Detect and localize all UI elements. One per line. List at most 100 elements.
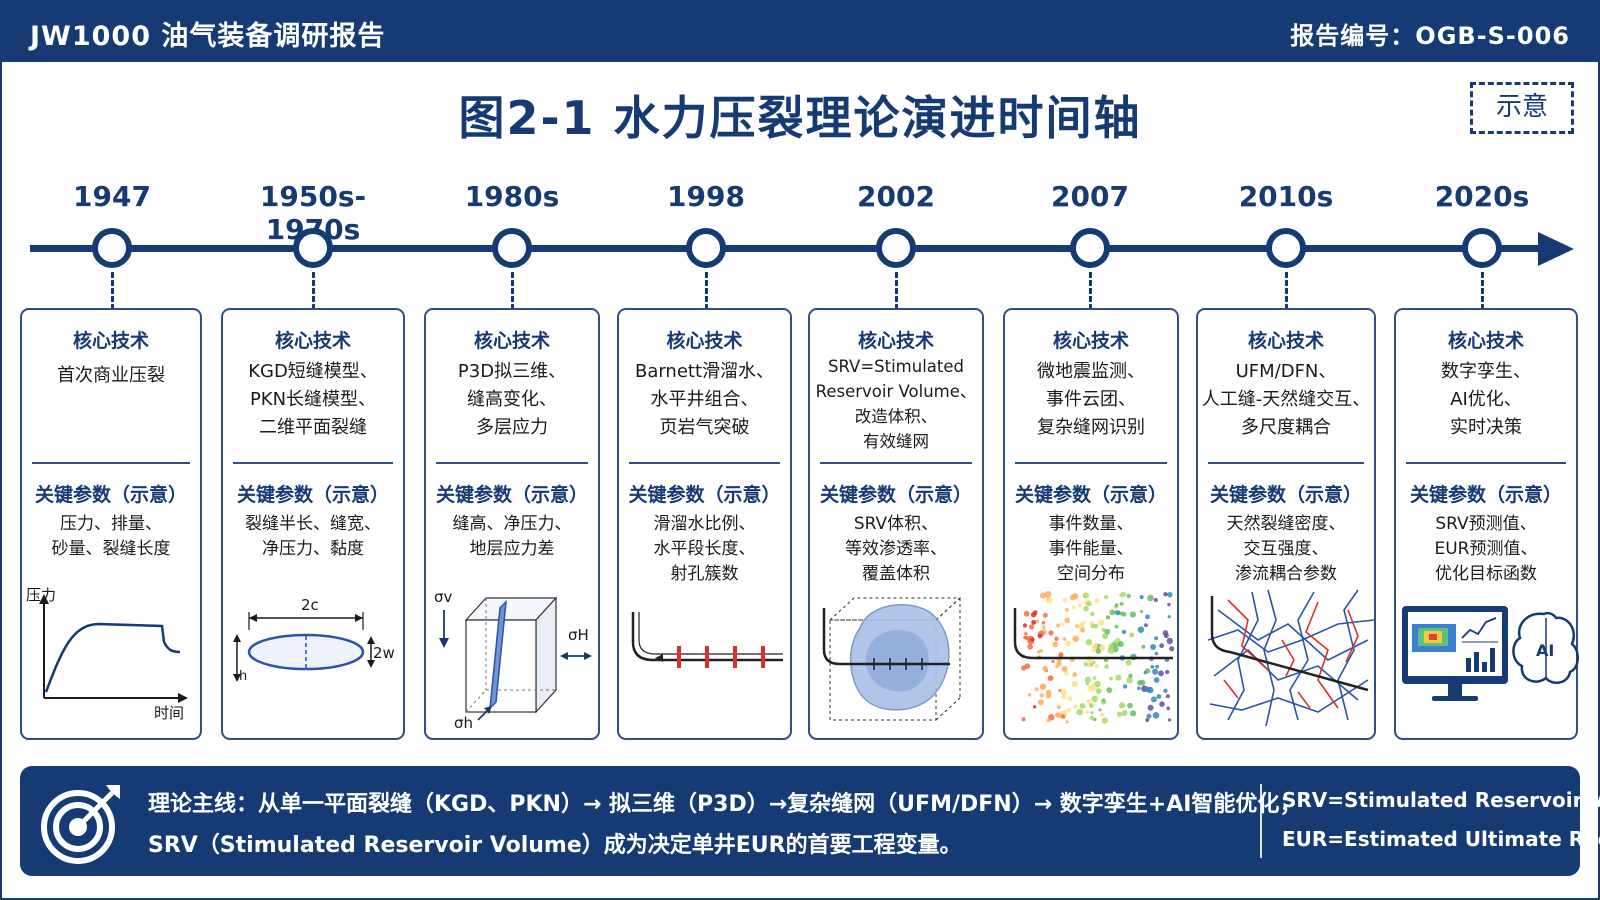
microseismic-event-dot: [1150, 696, 1157, 703]
microseismic-event-dot: [1071, 681, 1078, 688]
microseismic-event-dot: [1121, 611, 1127, 617]
timeline-node: [1462, 228, 1502, 268]
microseismic-event-dot: [1056, 623, 1061, 628]
microseismic-event-dot: [1091, 644, 1098, 651]
year-label: 2020s: [1434, 180, 1530, 213]
microseismic-event-dot: [1163, 633, 1169, 639]
card-heading: 核心技术: [1052, 330, 1129, 352]
microseismic-event-dot: [1152, 668, 1159, 675]
microseismic-event-dot: [1093, 623, 1099, 629]
microseismic-event-dot: [1060, 622, 1065, 627]
microseismic-event-dot: [1056, 705, 1061, 710]
summary-line-1: 理论主线：从单一平面裂缝（KGD、PKN）→ 拟三维（P3D）→复杂缝网（UFM…: [148, 792, 1302, 817]
microseismic-event-dot: [1072, 635, 1080, 643]
microseismic-event-dot: [1165, 669, 1170, 675]
microseismic-event-dot: [1137, 686, 1141, 691]
microseismic-event-dot: [1085, 709, 1090, 714]
microseismic-event-dot: [1054, 636, 1059, 641]
card-param-heading: 关键参数（示意）: [435, 484, 588, 506]
card-core-tech: SRV=Stimulated Reservoir Volume、 改造体积、 有…: [815, 357, 977, 451]
microseismic-event-dot: [1105, 615, 1111, 620]
microseismic-event-dot: [1169, 646, 1175, 652]
microseismic-event-dot: [1127, 702, 1133, 709]
card-heading: 核心技术: [666, 330, 743, 352]
report-code: 报告编号：OGB-S-006: [1290, 22, 1570, 50]
microseismic-event-dot: [1165, 694, 1170, 699]
card-heading: 核心技术: [857, 330, 934, 352]
microseismic-event-dot: [1121, 710, 1128, 716]
microseismic-event-dot: [1106, 687, 1113, 694]
microseismic-event-dot: [1027, 644, 1033, 650]
card-divider: [629, 462, 780, 464]
microseismic-event-dot: [1034, 687, 1039, 692]
timeline-node: [686, 228, 726, 268]
node-connector: [895, 272, 898, 310]
timeline-node: [293, 228, 333, 268]
card-params: 滑溜水比例、 水平段长度、 射孔簇数: [653, 514, 756, 584]
microseismic-event-dot: [1166, 637, 1173, 645]
microseismic-event-dot: [1144, 686, 1150, 692]
kgd-width-label: 2w: [373, 644, 395, 662]
year-label: 2007: [1051, 180, 1129, 213]
card-param-heading: 关键参数（示意）: [628, 484, 781, 506]
microseismic-event-dot: [1065, 640, 1071, 647]
microseismic-event-dot: [1104, 594, 1109, 600]
node-connector: [1481, 272, 1484, 310]
microseismic-event-dot: [1098, 708, 1102, 712]
microseismic-event-dot: [1022, 623, 1028, 628]
microseismic-event-dot: [1086, 698, 1092, 704]
srv-volume-icon: [822, 597, 962, 721]
microseismic-event-dot: [1122, 684, 1128, 689]
microseismic-event-dot: [1104, 664, 1109, 669]
microseismic-event-dot: [1150, 644, 1157, 650]
microseismic-event-dot: [1041, 625, 1046, 629]
microseismic-event-dot: [1055, 664, 1059, 669]
timeline-node: [492, 228, 532, 268]
microseismic-event-dot: [1153, 598, 1158, 602]
microseismic-event-dot: [1152, 712, 1160, 719]
card-params: 天然裂缝密度、 交互强度、 渗流耦合参数: [1226, 514, 1346, 584]
microseismic-event-dot: [1159, 643, 1165, 649]
microseismic-event-dot: [1167, 602, 1171, 607]
timeline-arrow-icon: [1538, 232, 1574, 266]
timeline-card-2002: 核心技术 SRV=Stimulated Reservoir Volume、 改造…: [808, 308, 984, 740]
card-heading: 核心技术: [473, 330, 550, 352]
microseismic-event-dot: [1044, 591, 1052, 598]
microseismic-event-dot: [1046, 718, 1051, 723]
time-axis-label: 时间: [154, 704, 184, 722]
kgd-length-label: 2c: [301, 596, 319, 614]
microseismic-event-dot: [1129, 632, 1135, 638]
microseismic-event-dot: [1163, 592, 1168, 597]
microseismic-event-dot: [1057, 658, 1062, 663]
card-params: 裂缝半长、缝宽、 净压力、黏度: [245, 514, 381, 559]
microseismic-event-dot: [1143, 670, 1147, 675]
microseismic-event-dot: [1030, 637, 1035, 642]
microseismic-event-dot: [1051, 659, 1055, 664]
p3d-stress-cube-icon: σv σH σh: [434, 588, 592, 730]
card-divider: [1208, 462, 1364, 464]
target-icon: [41, 785, 120, 864]
microseismic-event-dot: [1073, 704, 1078, 709]
microseismic-event-dot: [1094, 663, 1099, 668]
microseismic-event-dot: [1090, 711, 1094, 715]
microseismic-event-dot: [1119, 601, 1124, 606]
timeline-card-1980s: 核心技术 P3D拟三维、 缝高变化、 多层应力 关键参数（示意） 缝高、净压力、…: [424, 308, 600, 740]
sigma-h-min-label: σh: [454, 714, 473, 730]
microseismic-event-dot: [1166, 706, 1171, 711]
microseismic-event-dot: [1091, 660, 1096, 665]
microseismic-event-dot: [1129, 611, 1136, 618]
microseismic-event-dot: [1167, 718, 1172, 722]
microseismic-event-dot: [1067, 696, 1073, 702]
card-core-tech: KGD短缝模型、 PKN长缝模型、 二维平面裂缝: [248, 361, 378, 438]
microseismic-event-dot: [1072, 672, 1078, 678]
card-core-tech: P3D拟三维、 缝高变化、 多层应力: [457, 361, 567, 438]
microseismic-event-dot: [1141, 644, 1146, 649]
microseismic-event-dot: [1121, 629, 1127, 635]
microseismic-event-dot: [1095, 688, 1102, 695]
card-heading: 核心技术: [274, 330, 351, 352]
card-params: SRV预测值、 EUR预测值、 优化目标函数: [1434, 514, 1538, 584]
microseismic-event-dot: [1145, 718, 1150, 722]
microseismic-event-dot: [1046, 597, 1053, 604]
year-label: 1980s: [464, 180, 560, 213]
microseismic-event-dot: [1035, 619, 1040, 623]
